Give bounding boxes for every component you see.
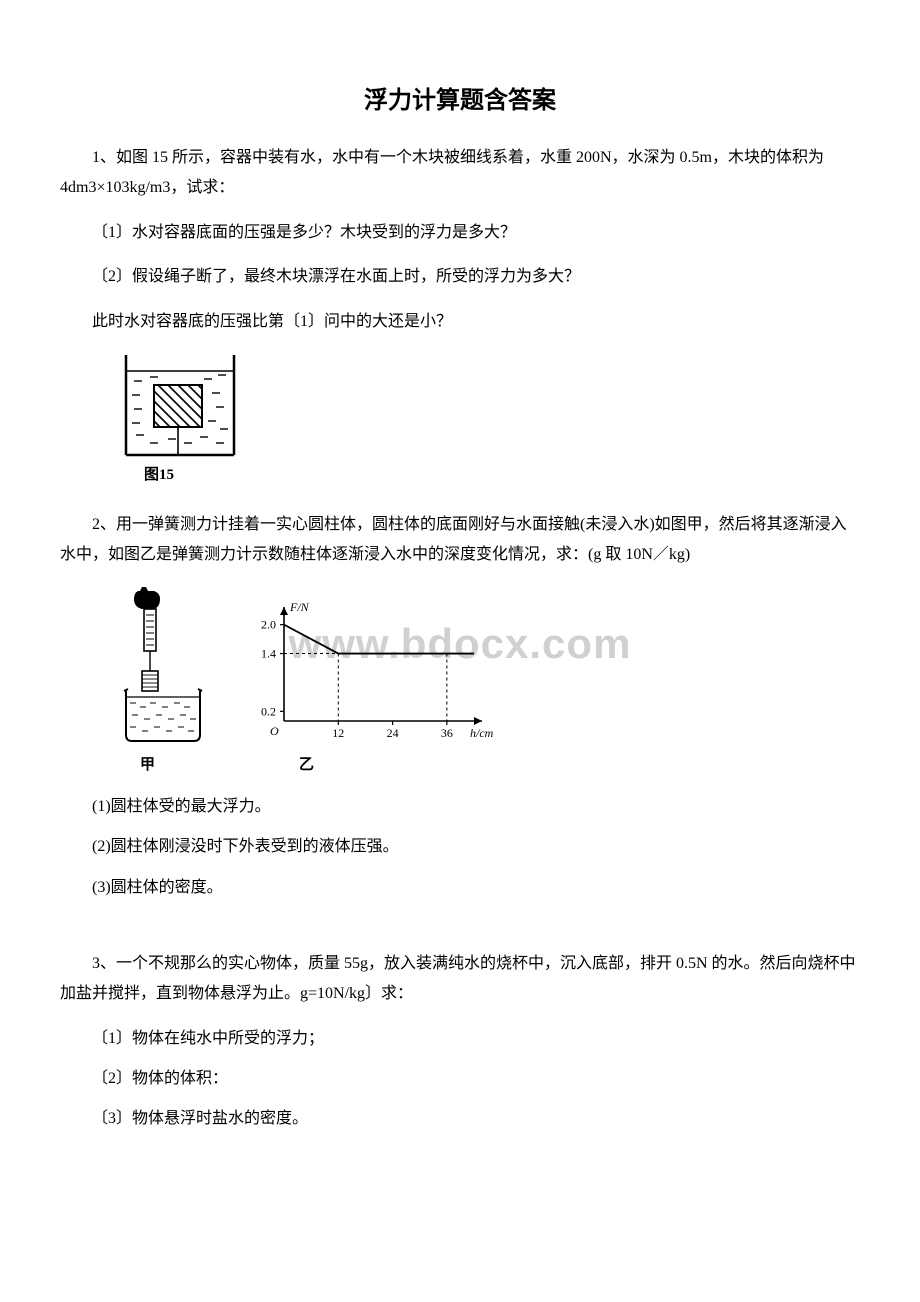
svg-text:O: O	[270, 724, 279, 738]
q1-part1: 〔1〕水对容器底面的压强是多少？木块受到的浮力是多大？	[60, 218, 860, 248]
svg-text:12: 12	[332, 726, 344, 740]
svg-text:h/cm: h/cm	[470, 726, 494, 740]
document-content: 浮力计算题含答案 1、如图 15 所示，容器中装有水，水中有一个木块被细线系着，…	[60, 80, 860, 1135]
figure-15-svg	[120, 351, 240, 461]
svg-text:0.2: 0.2	[261, 704, 276, 718]
svg-text:24: 24	[387, 726, 399, 740]
q2-part3: (3)圆柱体的密度。	[60, 873, 860, 903]
figure-15: 图15	[120, 351, 860, 484]
figure-apparatus	[120, 585, 220, 745]
q1-part3: 此时水对容器底的压强比第〔1〕问中的大还是小？	[60, 307, 860, 337]
q3-part3: 〔3〕物体悬浮时盐水的密度。	[60, 1104, 860, 1134]
q2-part2: (2)圆柱体刚浸没时下外表受到的液体压强。	[60, 832, 860, 862]
q1-part2: 〔2〕假设绳子断了，最终木块漂浮在水面上时，所受的浮力为多大？	[60, 262, 860, 292]
figure-2-row: F/N h/cm O 0.2 1.4 2.0 12 24 36	[120, 585, 860, 745]
figure-15-label: 图15	[144, 463, 860, 484]
svg-text:1.4: 1.4	[261, 646, 276, 660]
svg-text:2.0: 2.0	[261, 617, 276, 631]
figure-2-labels: 甲 乙	[140, 753, 860, 774]
svg-text:36: 36	[441, 726, 453, 740]
page-title: 浮力计算题含答案	[60, 80, 860, 115]
figure-label-left: 甲	[140, 753, 155, 774]
q3-stem: 3、一个不规那么的实心物体，质量 55g，放入装满纯水的烧杯中，沉入底部，排开 …	[60, 949, 860, 1010]
q3-part2: 〔2〕物体的体积：	[60, 1064, 860, 1094]
q1-stem: 1、如图 15 所示，容器中装有水，水中有一个木块被细线系着，水重 200N，水…	[60, 143, 860, 204]
figure-label-right: 乙	[299, 753, 314, 774]
svg-text:F/N: F/N	[289, 600, 310, 614]
q2-part1: (1)圆柱体受的最大浮力。	[60, 792, 860, 822]
figure-chart: F/N h/cm O 0.2 1.4 2.0 12 24 36	[240, 595, 500, 745]
q3-part1: 〔1〕物体在纯水中所受的浮力；	[60, 1024, 860, 1054]
q2-stem: 2、用一弹簧测力计挂着一实心圆柱体，圆柱体的底面刚好与水面接触(未浸入水)如图甲…	[60, 510, 860, 571]
